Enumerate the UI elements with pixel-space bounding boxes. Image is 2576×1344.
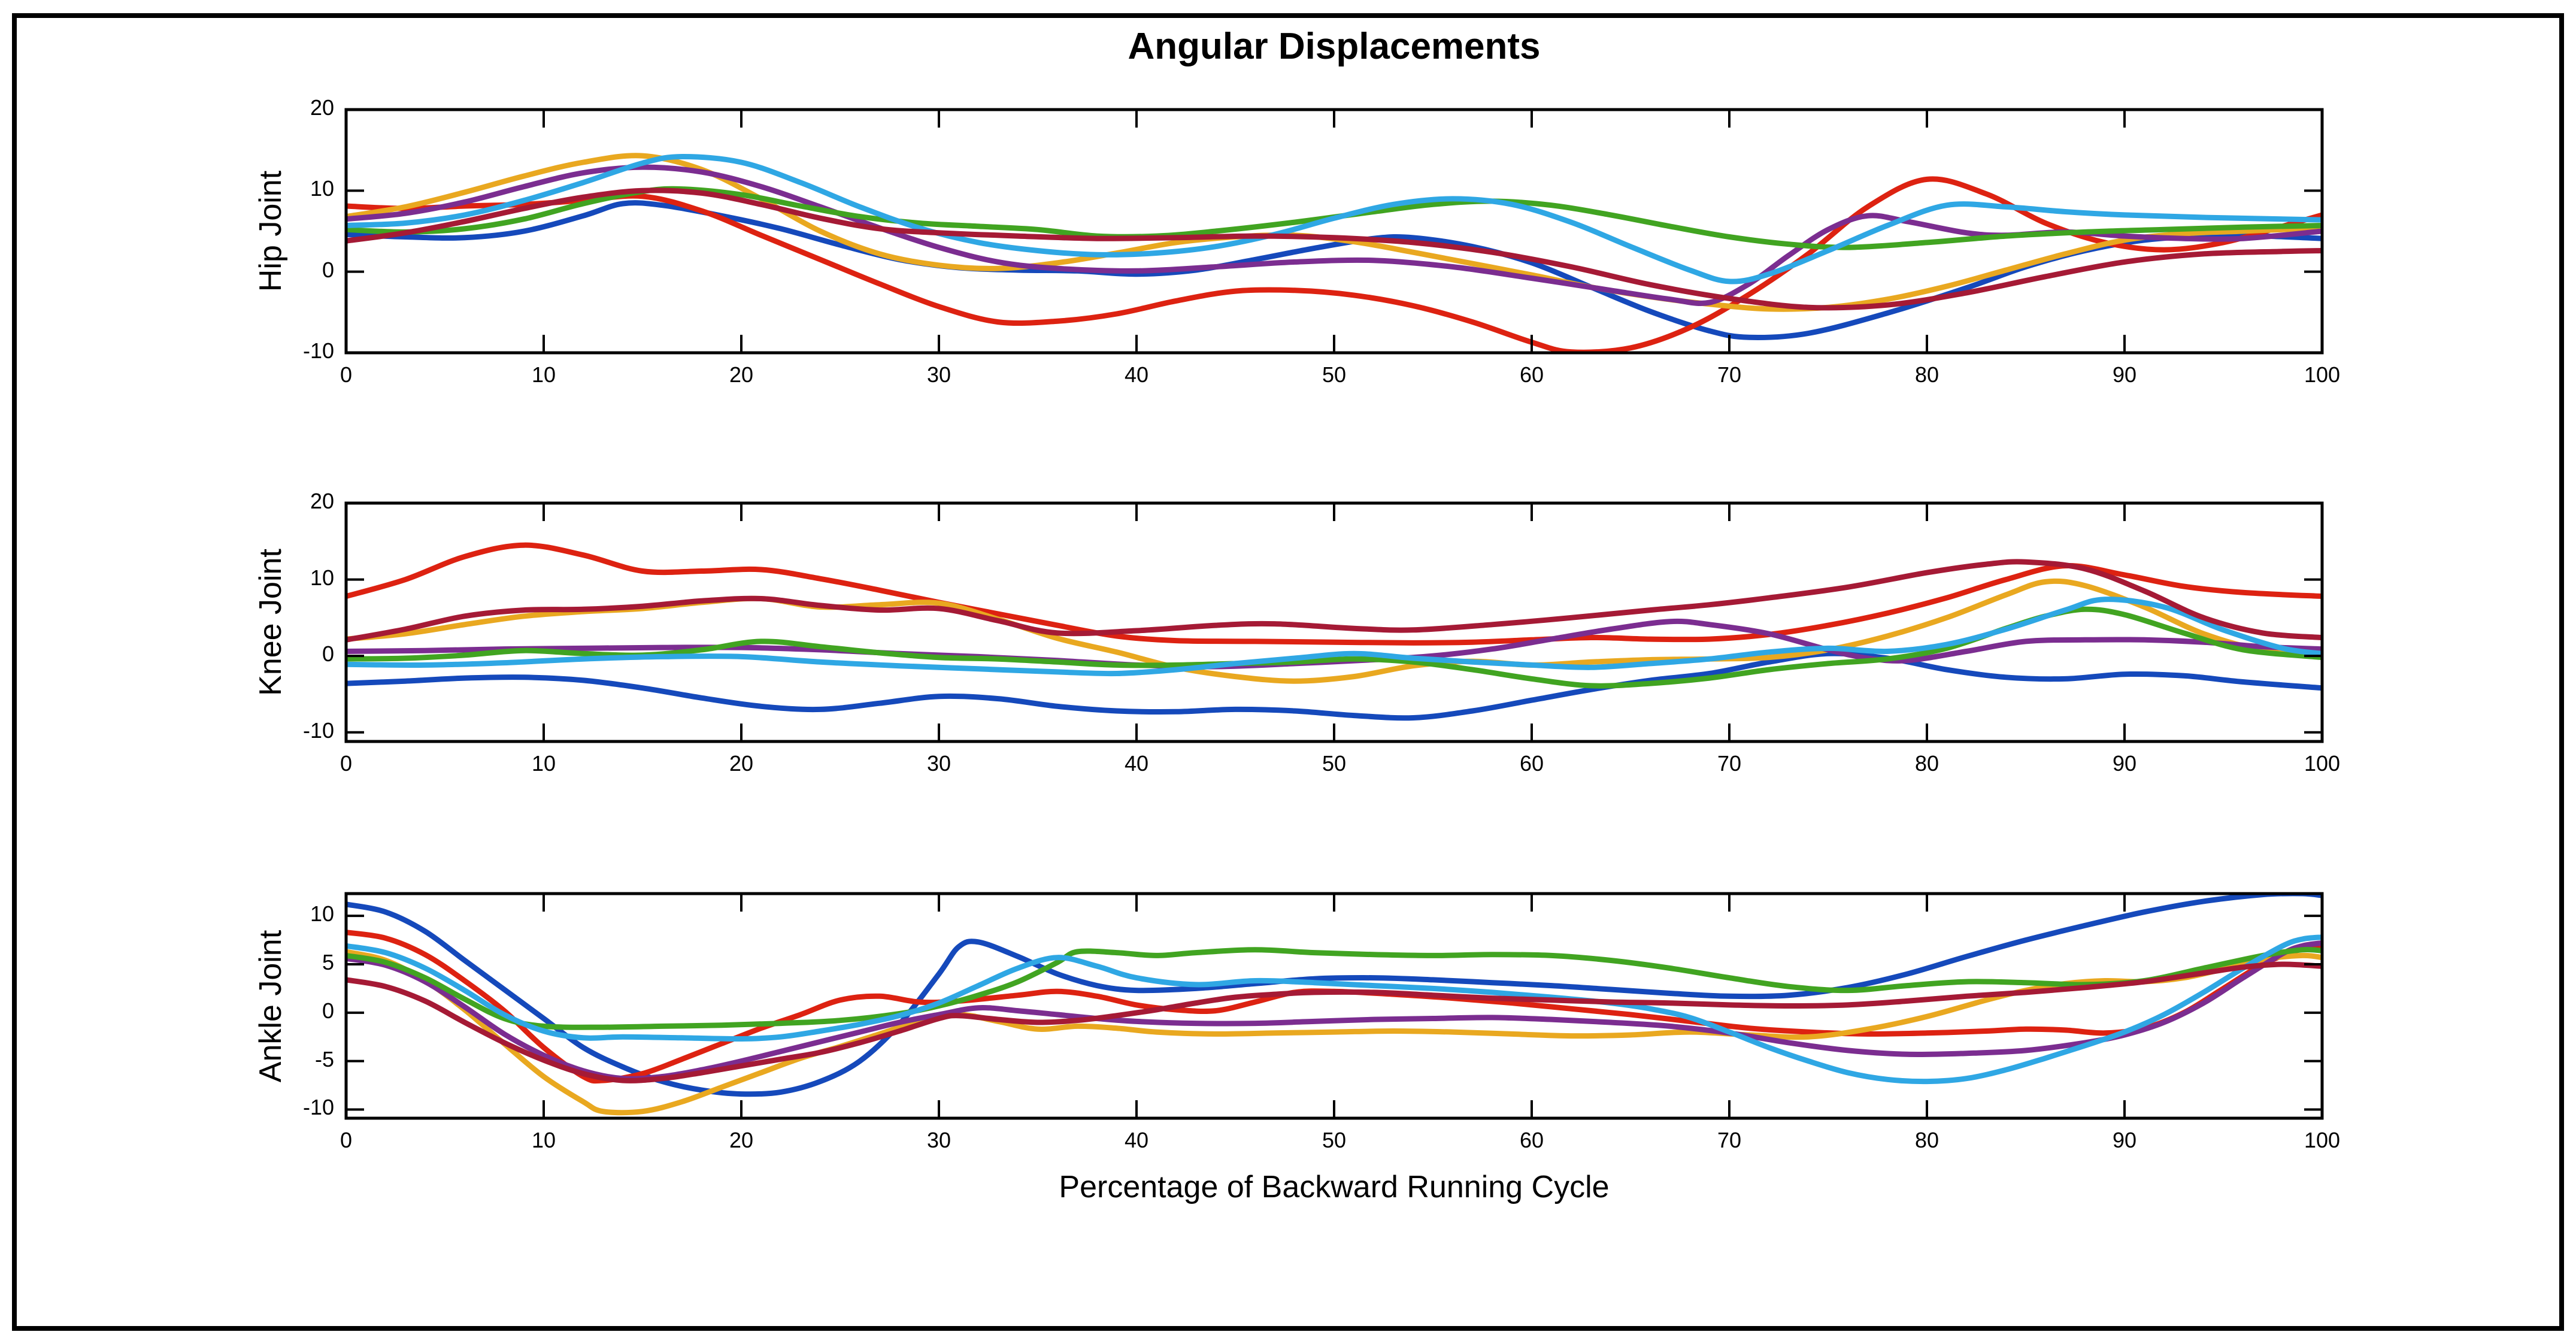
x-tick-label: 90 <box>2112 751 2137 776</box>
subplot-knee-joint <box>344 501 2324 743</box>
series-line-green <box>346 946 2322 1030</box>
x-tick-label: 50 <box>1322 362 1347 387</box>
x-axis-label: Percentage of Backward Running Cycle <box>1059 1170 1610 1204</box>
x-tick-label: 60 <box>1519 362 1544 387</box>
x-tick-label: 20 <box>729 751 754 776</box>
x-tick-label: 70 <box>1717 362 1742 387</box>
y-tick-label: 10 <box>310 176 334 201</box>
x-tick-label: 80 <box>1914 362 1939 387</box>
x-tick-label: 100 <box>2304 1128 2341 1152</box>
chart-title: Angular Displacements <box>1128 26 1541 67</box>
x-tick-label: 40 <box>1124 1128 1149 1152</box>
axes-box <box>344 108 2324 355</box>
x-tick-label: 50 <box>1322 1128 1347 1152</box>
x-tick-label: 10 <box>531 1128 556 1152</box>
y-tick-label: 20 <box>310 95 334 120</box>
x-tick-label: 60 <box>1519 751 1544 776</box>
x-tick-label: 20 <box>729 362 754 387</box>
x-tick-label: 100 <box>2304 362 2341 387</box>
series-line-blue <box>346 894 2322 1097</box>
y-tick-label: 0 <box>322 641 334 667</box>
series-line-blue <box>346 650 2322 721</box>
x-tick-label: 70 <box>1717 751 1742 776</box>
y-tick-label: 0 <box>322 257 334 282</box>
x-tick-label: 0 <box>340 1128 353 1152</box>
x-tick-label: 30 <box>926 1128 951 1152</box>
x-tick-label: 0 <box>340 751 353 776</box>
y-tick-label: -5 <box>314 1046 334 1071</box>
series-line-maroon <box>346 961 2322 1083</box>
x-tick-label: 100 <box>2304 751 2341 776</box>
series-line-red <box>346 542 2322 646</box>
x-tick-label: 0 <box>340 362 353 387</box>
x-tick-label: 70 <box>1717 1128 1742 1152</box>
x-tick-label: 40 <box>1124 751 1149 776</box>
y-tick-label: -10 <box>302 338 334 363</box>
x-tick-label: 10 <box>531 362 556 387</box>
x-tick-label: 90 <box>2112 362 2137 387</box>
axes-box <box>344 892 2324 1120</box>
x-tick-label: 80 <box>1914 1128 1939 1152</box>
y-tick-label: 0 <box>322 998 334 1023</box>
x-tick-label: 90 <box>2112 1128 2137 1152</box>
x-tick-label: 80 <box>1914 751 1939 776</box>
series-line-cyan <box>346 153 2322 284</box>
y-tick-label: 5 <box>322 949 334 974</box>
series-line-blue <box>346 200 2322 341</box>
y-tick-label: -10 <box>302 718 334 743</box>
x-tick-label: 10 <box>531 751 556 776</box>
x-tick-label: 40 <box>1124 362 1149 387</box>
x-tick-label: 60 <box>1519 1128 1544 1152</box>
y-tick-label: 10 <box>310 901 334 927</box>
series-line-purple <box>346 940 2322 1082</box>
x-tick-label: 30 <box>926 751 951 776</box>
series-line-maroon <box>346 559 2322 643</box>
subplot-hip-joint <box>344 108 2324 355</box>
y-tick-label: 10 <box>310 565 334 590</box>
series-line-cyan <box>346 597 2322 677</box>
x-tick-label: 30 <box>926 362 951 387</box>
series-line-gold <box>346 578 2322 684</box>
y-tick-label: 20 <box>310 489 334 513</box>
x-tick-label: 20 <box>729 1128 754 1152</box>
series-line-maroon <box>346 187 2322 311</box>
y-tick-label: -10 <box>302 1095 334 1120</box>
series-line-cyan <box>346 934 2322 1085</box>
subplot-ankle-joint <box>344 892 2324 1120</box>
series-line-gold <box>346 949 2322 1116</box>
x-tick-label: 50 <box>1322 751 1347 776</box>
figure-border <box>12 13 2564 1331</box>
series-line-red <box>346 176 2322 353</box>
series-line-purple <box>346 164 2322 307</box>
